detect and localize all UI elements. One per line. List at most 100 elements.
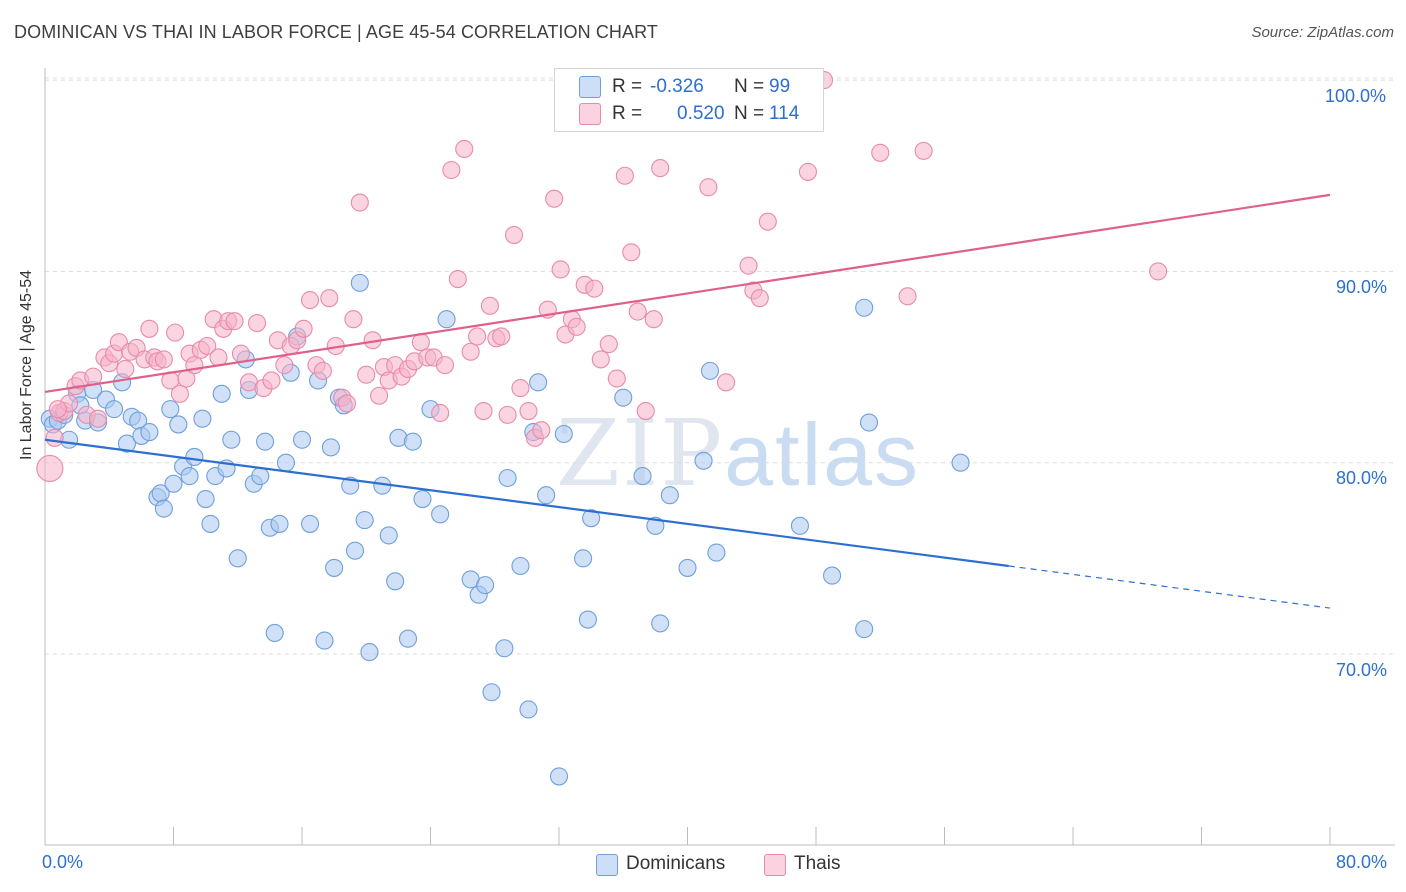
- stats-legend: R = -0.326 N = 99 R = 0.520 N = 114: [554, 68, 824, 132]
- data-point-thais: [607, 369, 626, 388]
- data-point-dominicans: [292, 430, 312, 449]
- x-tick-label-min: 0.0%: [42, 852, 84, 872]
- data-point-dominicans: [859, 413, 879, 432]
- data-point-thais: [154, 350, 173, 369]
- data-point-thais: [636, 401, 655, 421]
- data-point-thais: [545, 189, 564, 208]
- data-point-dominicans: [790, 516, 809, 535]
- legend-r-value: -0.326: [650, 76, 704, 97]
- data-point-dominicans: [855, 620, 874, 639]
- legend-n-value: 99: [769, 76, 791, 97]
- data-point-thais: [435, 356, 455, 375]
- data-point-dominicans: [251, 467, 270, 486]
- data-point-thais: [519, 401, 538, 421]
- data-point-dominicans: [201, 514, 220, 533]
- data-point-dominicans: [519, 700, 538, 719]
- data-point-thais: [644, 310, 663, 329]
- data-point-thais: [357, 365, 376, 384]
- data-point-thais: [468, 327, 487, 346]
- data-point-dominicans: [212, 384, 231, 403]
- data-point-dominicans: [256, 432, 275, 451]
- data-point-dominicans: [321, 438, 340, 457]
- data-point-thais: [532, 421, 551, 440]
- data-point-thais: [551, 260, 570, 279]
- data-point-dominicans: [222, 430, 241, 449]
- legend-swatch-pink: [579, 103, 601, 125]
- data-point-dominicans: [529, 373, 548, 392]
- y-tick-label-90: 90.0%: [1336, 277, 1388, 297]
- watermark-atlas: atlas: [724, 405, 921, 504]
- data-point-thais: [474, 401, 493, 421]
- data-point-dominicans: [325, 558, 344, 577]
- legend-swatch-blue: [579, 76, 601, 98]
- data-point-thais: [275, 356, 294, 375]
- data-point-dominicans: [228, 549, 247, 568]
- data-point-dominicans: [495, 639, 514, 658]
- data-point-thais: [898, 287, 917, 306]
- data-point-dominicans: [140, 423, 159, 442]
- data-point-dominicans: [169, 415, 188, 434]
- data-point-dominicans: [105, 400, 124, 419]
- data-point-dominicans: [678, 558, 697, 577]
- data-point-dominicans: [554, 424, 573, 444]
- trend-line-thais: [44, 193, 1331, 394]
- data-point-dominicans: [196, 489, 215, 509]
- data-point-dominicans: [355, 511, 374, 530]
- data-point-dominicans: [646, 516, 665, 535]
- data-point-thais: [758, 212, 777, 231]
- data-point-thais: [599, 335, 618, 354]
- data-point-thais: [461, 342, 480, 361]
- data-point-thais: [370, 386, 389, 405]
- data-point-thais: [448, 270, 467, 289]
- data-point-thais: [313, 361, 332, 380]
- data-point-dominicans: [154, 499, 173, 518]
- data-point-dominicans: [823, 566, 842, 585]
- data-point-thais: [651, 159, 670, 178]
- data-point-thais: [88, 409, 108, 428]
- data-point-thais: [262, 371, 281, 390]
- data-point-dominicans: [700, 361, 720, 380]
- data-point-dominicans: [633, 467, 652, 486]
- data-point-thais: [48, 400, 67, 419]
- data-point-dominicans: [398, 629, 418, 648]
- data-point-thais: [798, 162, 818, 181]
- data-point-dominicans: [694, 451, 713, 470]
- data-point-thais: [591, 350, 610, 369]
- legend-label-dominicans: Dominicans: [626, 853, 726, 874]
- data-point-thais: [350, 193, 369, 212]
- data-point-thais: [511, 379, 530, 398]
- y-tick-label-70: 70.0%: [1336, 660, 1388, 680]
- data-point-dominicans: [270, 514, 289, 533]
- data-point-dominicans: [437, 310, 456, 329]
- data-point-dominicans: [614, 388, 633, 407]
- y-tick-label-80: 80.0%: [1336, 468, 1388, 488]
- x-tick-label-max: 80.0%: [1336, 852, 1388, 872]
- data-point-thais: [140, 319, 159, 338]
- data-point-thais: [294, 319, 313, 338]
- data-point-dominicans: [117, 434, 136, 453]
- data-point-dominicans: [951, 453, 970, 472]
- data-point-thais: [337, 394, 357, 413]
- data-point-dominicans: [300, 514, 320, 533]
- data-point-thais: [498, 405, 517, 424]
- legend-label-thais: Thais: [794, 853, 841, 874]
- data-point-dominicans: [180, 467, 199, 486]
- data-point-dominicans: [707, 543, 726, 562]
- data-point-thais: [225, 312, 244, 331]
- data-point-thais: [699, 178, 718, 197]
- data-point-thais: [739, 256, 758, 275]
- data-point-dominicans: [276, 453, 295, 472]
- data-point-thais: [442, 160, 461, 180]
- data-point-thais: [871, 143, 890, 162]
- data-point-dominicans: [403, 432, 422, 451]
- data-point-dominicans: [482, 683, 501, 702]
- trend-line-extension-dominicans: [1008, 565, 1331, 609]
- data-point-thais: [455, 139, 474, 159]
- data-point-dominicans: [651, 614, 670, 633]
- data-point-dominicans: [413, 489, 432, 509]
- data-point-dominicans: [511, 556, 530, 576]
- data-point-dominicans: [855, 298, 874, 317]
- trend-line-dominicans: [44, 438, 1009, 568]
- data-point-dominicans: [193, 409, 212, 428]
- data-point-thais: [320, 289, 339, 308]
